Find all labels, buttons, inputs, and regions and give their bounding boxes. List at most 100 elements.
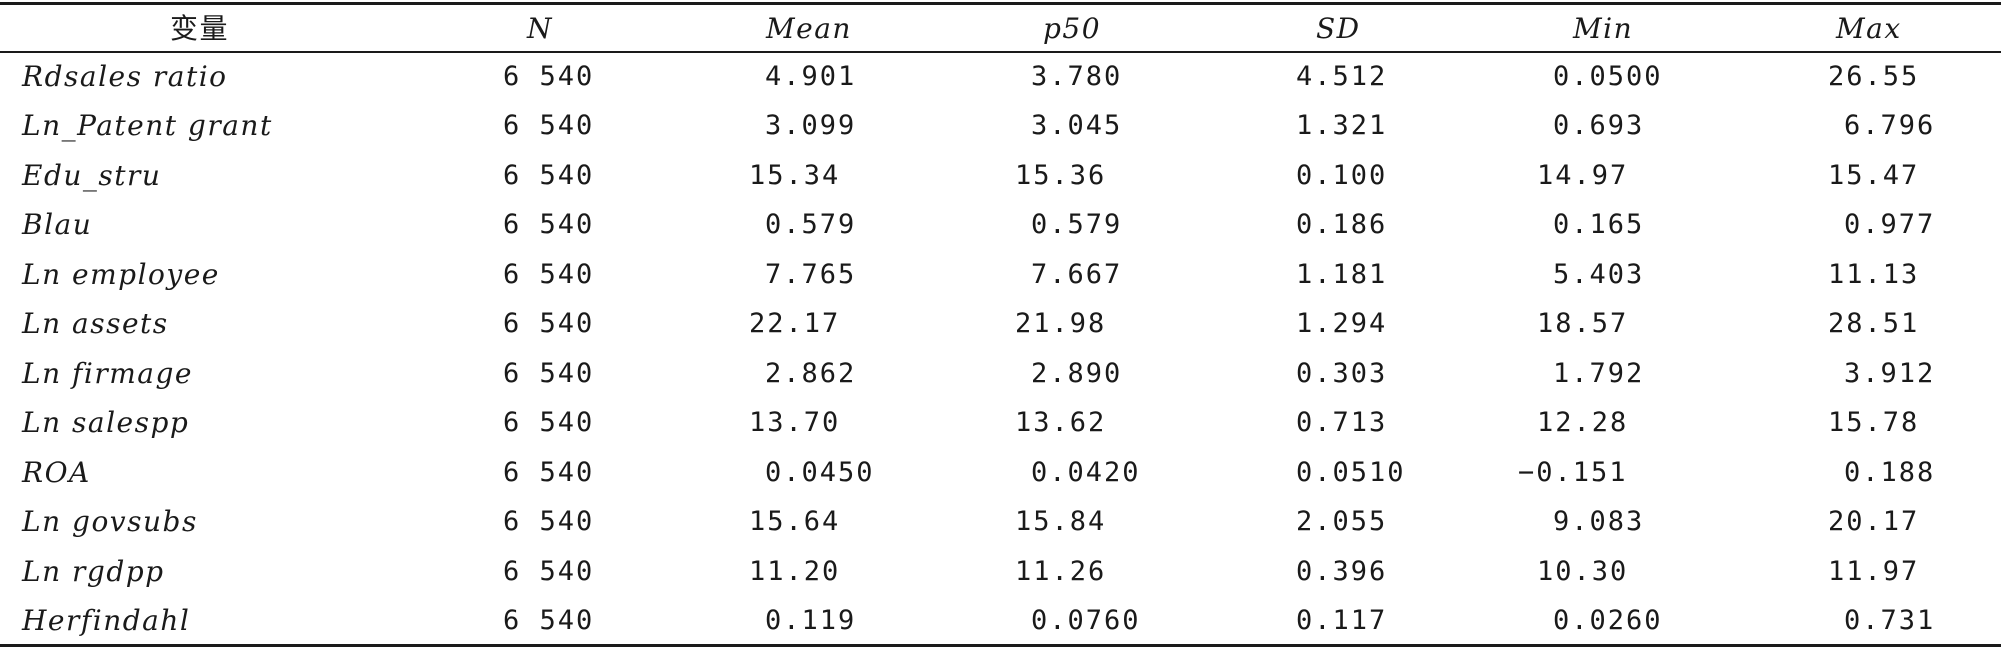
value-mean: 13.70 xyxy=(749,407,841,438)
value-sd: 1.181 xyxy=(1296,259,1388,290)
value-p50: 0.579 xyxy=(1031,209,1123,240)
value-p50: 15.84 xyxy=(1015,506,1107,537)
table-row: Blau 6 540 0.579 0.579 0.186 0.165 0.977 xyxy=(0,200,2001,250)
value-p50: 13.62 xyxy=(1015,407,1107,438)
variable-name: Edu_stru xyxy=(22,159,162,192)
header-p50: p50 xyxy=(1043,12,1102,45)
value-mean: 0.579 xyxy=(765,209,857,240)
header-n: N xyxy=(527,12,553,45)
value-max: 15.78 xyxy=(1828,407,1920,438)
value-n: 6 540 xyxy=(503,160,595,191)
table-row: Ln firmage 6 540 2.862 2.890 0.303 1.792… xyxy=(0,349,2001,399)
value-mean: 11.20 xyxy=(749,556,841,587)
table-row: Rdsales ratio 6 540 4.901 3.780 4.512 0.… xyxy=(0,52,2001,102)
table-top-rule xyxy=(0,2,2001,5)
variable-name: Ln salespp xyxy=(22,406,190,439)
table-row: Ln assets 6 540 22.17 21.98 1.294 18.57 … xyxy=(0,299,2001,349)
value-min: 12.28 xyxy=(1537,407,1629,438)
value-min: 0.0500 xyxy=(1553,61,1663,92)
value-mean: 4.901 xyxy=(765,61,857,92)
value-mean: 2.862 xyxy=(765,358,857,389)
value-p50: 3.780 xyxy=(1031,61,1123,92)
value-sd: 0.303 xyxy=(1296,358,1388,389)
value-max: 15.47 xyxy=(1828,160,1920,191)
value-mean: 15.64 xyxy=(749,506,841,537)
value-n: 6 540 xyxy=(503,457,595,488)
value-min: 0.165 xyxy=(1553,209,1645,240)
variable-name: Rdsales ratio xyxy=(22,60,228,93)
variable-name: ROA xyxy=(22,456,91,489)
value-mean: 0.0450 xyxy=(765,457,875,488)
value-n: 6 540 xyxy=(503,308,595,339)
value-p50: 3.045 xyxy=(1031,110,1123,141)
variable-name: Ln rgdpp xyxy=(22,555,165,588)
header-variable: 变量 xyxy=(170,12,230,45)
value-n: 6 540 xyxy=(503,358,595,389)
variable-name: Blau xyxy=(22,208,93,241)
value-min: −0.151 xyxy=(1518,457,1628,488)
value-p50: 15.36 xyxy=(1015,160,1107,191)
variable-name: Herfindahl xyxy=(22,604,191,637)
value-p50: 21.98 xyxy=(1015,308,1107,339)
value-sd: 0.117 xyxy=(1296,605,1388,636)
value-sd: 1.294 xyxy=(1296,308,1388,339)
table-bottom-rule xyxy=(0,644,2001,647)
variable-name: Ln firmage xyxy=(22,357,193,390)
value-min: 14.97 xyxy=(1537,160,1629,191)
value-min: 1.792 xyxy=(1553,358,1645,389)
value-max: 0.977 xyxy=(1844,209,1936,240)
table-row: Ln govsubs 6 540 15.64 15.84 2.055 9.083… xyxy=(0,497,2001,547)
value-n: 6 540 xyxy=(503,506,595,537)
value-sd: 0.100 xyxy=(1296,160,1388,191)
value-mean: 15.34 xyxy=(749,160,841,191)
value-min: 18.57 xyxy=(1537,308,1629,339)
value-n: 6 540 xyxy=(503,259,595,290)
value-max: 6.796 xyxy=(1844,110,1936,141)
value-n: 6 540 xyxy=(503,209,595,240)
value-min: 9.083 xyxy=(1553,506,1645,537)
value-sd: 0.186 xyxy=(1296,209,1388,240)
value-max: 28.51 xyxy=(1828,308,1920,339)
table-row: Herfindahl 6 540 0.119 0.0760 0.117 0.02… xyxy=(0,596,2001,646)
table-row: Ln salespp 6 540 13.70 13.62 0.713 12.28… xyxy=(0,398,2001,448)
header-min: Min xyxy=(1573,12,1634,45)
value-n: 6 540 xyxy=(503,407,595,438)
header-sd: SD xyxy=(1316,12,1361,45)
value-mean: 22.17 xyxy=(749,308,841,339)
value-max: 11.97 xyxy=(1828,556,1920,587)
value-p50: 2.890 xyxy=(1031,358,1123,389)
table-header-row: 变量 N Mean p50 SD Min Max xyxy=(0,4,2001,54)
value-n: 6 540 xyxy=(503,556,595,587)
value-max: 3.912 xyxy=(1844,358,1936,389)
value-mean: 7.765 xyxy=(765,259,857,290)
value-sd: 0.396 xyxy=(1296,556,1388,587)
value-min: 0.693 xyxy=(1553,110,1645,141)
variable-name: Ln govsubs xyxy=(22,505,198,538)
variable-name: Ln assets xyxy=(22,307,169,340)
value-n: 6 540 xyxy=(503,605,595,636)
table-header-rule xyxy=(0,51,2001,53)
variable-name: Ln employee xyxy=(22,258,220,291)
table-row: Edu_stru 6 540 15.34 15.36 0.100 14.97 1… xyxy=(0,151,2001,201)
value-sd: 1.321 xyxy=(1296,110,1388,141)
header-max: Max xyxy=(1836,12,1902,45)
value-p50: 11.26 xyxy=(1015,556,1107,587)
table-row: Ln_Patent grant 6 540 3.099 3.045 1.321 … xyxy=(0,101,2001,151)
header-mean: Mean xyxy=(766,12,852,45)
value-min: 10.30 xyxy=(1537,556,1629,587)
value-n: 6 540 xyxy=(503,61,595,92)
value-max: 11.13 xyxy=(1828,259,1920,290)
value-mean: 3.099 xyxy=(765,110,857,141)
value-mean: 0.119 xyxy=(765,605,857,636)
variable-name: Ln_Patent grant xyxy=(22,109,273,142)
value-sd: 4.512 xyxy=(1296,61,1388,92)
value-max: 26.55 xyxy=(1828,61,1920,92)
table-row: Ln employee 6 540 7.765 7.667 1.181 5.40… xyxy=(0,250,2001,300)
value-max: 20.17 xyxy=(1828,506,1920,537)
value-min: 5.403 xyxy=(1553,259,1645,290)
value-n: 6 540 xyxy=(503,110,595,141)
table-row: Ln rgdpp 6 540 11.20 11.26 0.396 10.30 1… xyxy=(0,547,2001,597)
value-p50: 0.0420 xyxy=(1031,457,1141,488)
value-sd: 0.713 xyxy=(1296,407,1388,438)
value-p50: 7.667 xyxy=(1031,259,1123,290)
